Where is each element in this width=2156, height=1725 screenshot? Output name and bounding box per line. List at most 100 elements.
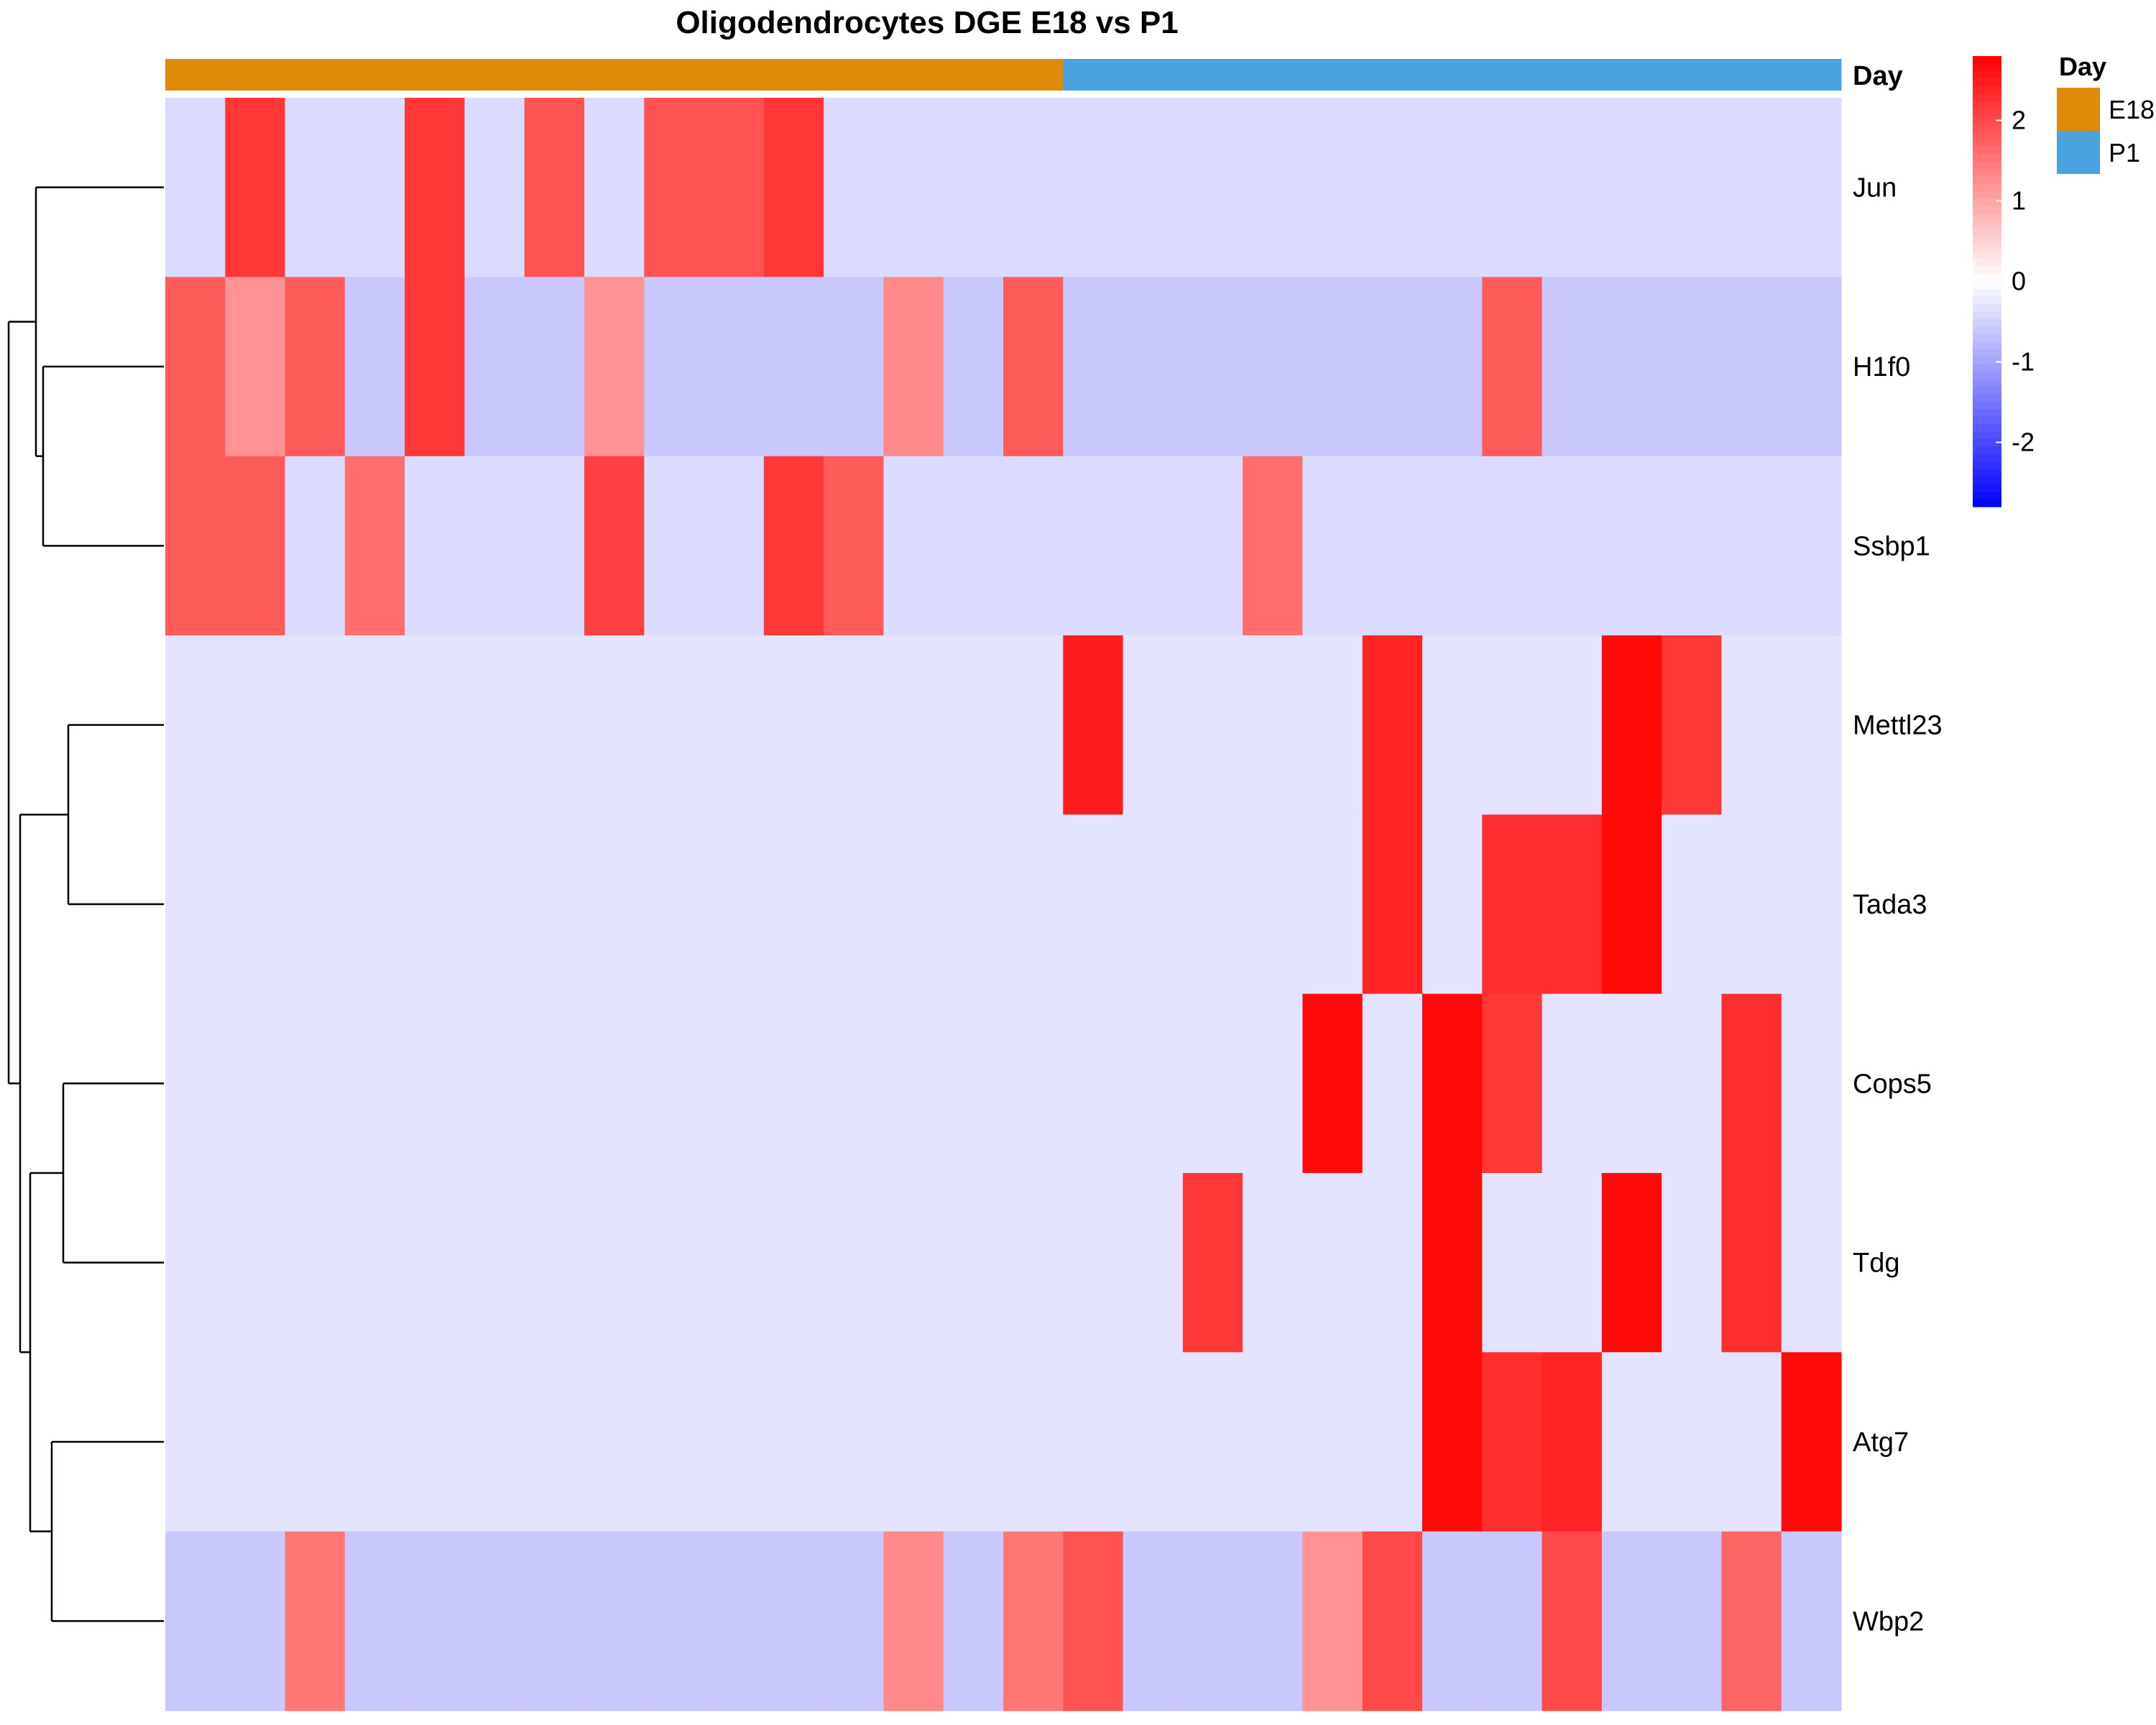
heatmap-cell <box>704 993 765 1174</box>
heatmap-cell <box>1123 1173 1184 1353</box>
color-scale-step <box>1973 431 2001 440</box>
heatmap-cell <box>943 277 1004 457</box>
heatmap-cell <box>405 993 466 1174</box>
color-scale-step <box>1973 296 2001 305</box>
heatmap-cell <box>165 814 226 995</box>
color-scale-step <box>1973 168 2001 177</box>
heatmap-cell <box>524 993 585 1174</box>
heatmap-cell <box>1003 635 1064 815</box>
heatmap-cell <box>1182 456 1243 636</box>
day-legend-swatch-E18 <box>2057 88 2100 131</box>
heatmap-cell <box>1781 635 1842 815</box>
heatmap-cell <box>824 277 885 457</box>
heatmap-cell <box>584 1352 645 1532</box>
color-scale-tick-label: 0 <box>2012 267 2026 296</box>
color-scale-step <box>1973 349 2001 357</box>
heatmap-cell <box>1662 814 1723 995</box>
color-scale-step <box>1973 446 2001 455</box>
color-scale-step <box>1973 109 2001 117</box>
heatmap-cell <box>225 1173 286 1353</box>
heatmap-cell <box>344 814 405 995</box>
heatmap-cell <box>943 814 1004 995</box>
row-label: Mettl23 <box>1853 711 1943 741</box>
row-label: H1f0 <box>1853 352 1910 382</box>
heatmap-cell <box>943 98 1004 277</box>
heatmap-cell <box>1542 456 1603 636</box>
color-scale-step <box>1973 424 2001 433</box>
heatmap-cell <box>464 98 525 277</box>
heatmap-cell <box>405 277 466 457</box>
heatmap-cell <box>1362 814 1423 995</box>
color-scale-step <box>1973 438 2001 447</box>
heatmap-cell <box>1123 993 1184 1174</box>
heatmap-cell <box>644 1173 705 1353</box>
heatmap-cell <box>883 1173 944 1353</box>
heatmap-cell <box>1601 814 1662 995</box>
day-legend-label: E18 <box>2109 95 2155 124</box>
heatmap-cell <box>584 993 645 1174</box>
color-scale-step <box>1973 93 2001 102</box>
annotation-cell-E18 <box>165 59 226 91</box>
color-scale-step <box>1973 116 2001 124</box>
heatmap-cell <box>824 993 885 1174</box>
heatmap-cell <box>1482 1173 1543 1353</box>
heatmap-cell <box>584 1173 645 1353</box>
annotation-cell-E18 <box>704 59 765 91</box>
heatmap-cell <box>1362 993 1423 1174</box>
heatmap-cell <box>1542 635 1603 815</box>
heatmap-cell <box>344 1352 405 1532</box>
heatmap-cell <box>225 993 286 1174</box>
heatmap-cell <box>285 814 346 995</box>
heatmap-cell <box>464 993 525 1174</box>
color-scale-step <box>1973 401 2001 410</box>
heatmap-cell <box>165 1352 226 1532</box>
heatmap-cell <box>285 1352 346 1532</box>
heatmap-cell <box>1662 1352 1723 1532</box>
heatmap-cell <box>1063 814 1124 995</box>
annotation-cell-E18 <box>225 59 286 91</box>
heatmap-cell <box>285 456 346 636</box>
heatmap-cell <box>1422 456 1483 636</box>
heatmap-cell <box>225 1531 286 1711</box>
heatmap-cell <box>1422 635 1483 815</box>
heatmap-cell <box>1601 635 1662 815</box>
heatmap-cell <box>1482 456 1543 636</box>
heatmap-cell <box>584 456 645 636</box>
heatmap-cell <box>1422 98 1483 277</box>
heatmap-cell <box>1482 635 1543 815</box>
heatmap-cell <box>464 1531 525 1711</box>
heatmap-cell <box>824 1352 885 1532</box>
heatmap-cell <box>1422 1352 1483 1532</box>
heatmap-cell <box>1243 635 1304 815</box>
day-annotation-bar <box>165 59 1842 91</box>
annotation-cell-P1 <box>1721 59 1782 91</box>
heatmap-cell <box>285 1173 346 1353</box>
heatmap-cell <box>1482 1352 1543 1532</box>
heatmap-cell <box>1362 1352 1423 1532</box>
heatmap-cell <box>644 98 705 277</box>
heatmap-cell <box>225 814 286 995</box>
heatmap-cell <box>225 1352 286 1532</box>
heatmap-cell <box>1601 1352 1662 1532</box>
heatmap-cell <box>824 814 885 995</box>
heatmap-cell <box>883 277 944 457</box>
heatmap-cell <box>704 1531 765 1711</box>
heatmap-cell <box>524 1173 585 1353</box>
heatmap-cell <box>285 98 346 277</box>
heatmap-cell <box>1003 456 1064 636</box>
annotation-cell-E18 <box>1003 59 1064 91</box>
heatmap-cell <box>1182 635 1243 815</box>
heatmap-cell <box>1662 993 1723 1174</box>
heatmap-cell <box>763 993 824 1174</box>
color-scale-step <box>1973 221 2001 229</box>
heatmap-cell <box>1542 277 1603 457</box>
heatmap-cell <box>464 814 525 995</box>
heatmap-cell <box>1123 814 1184 995</box>
color-scale-step <box>1973 131 2001 139</box>
heatmap-cell <box>1662 635 1723 815</box>
heatmap-cell <box>344 635 405 815</box>
heatmap-cell <box>644 1352 705 1532</box>
row-label: Tdg <box>1853 1248 1899 1279</box>
color-scale-step <box>1973 259 2001 267</box>
color-scale-step <box>1973 394 2001 402</box>
